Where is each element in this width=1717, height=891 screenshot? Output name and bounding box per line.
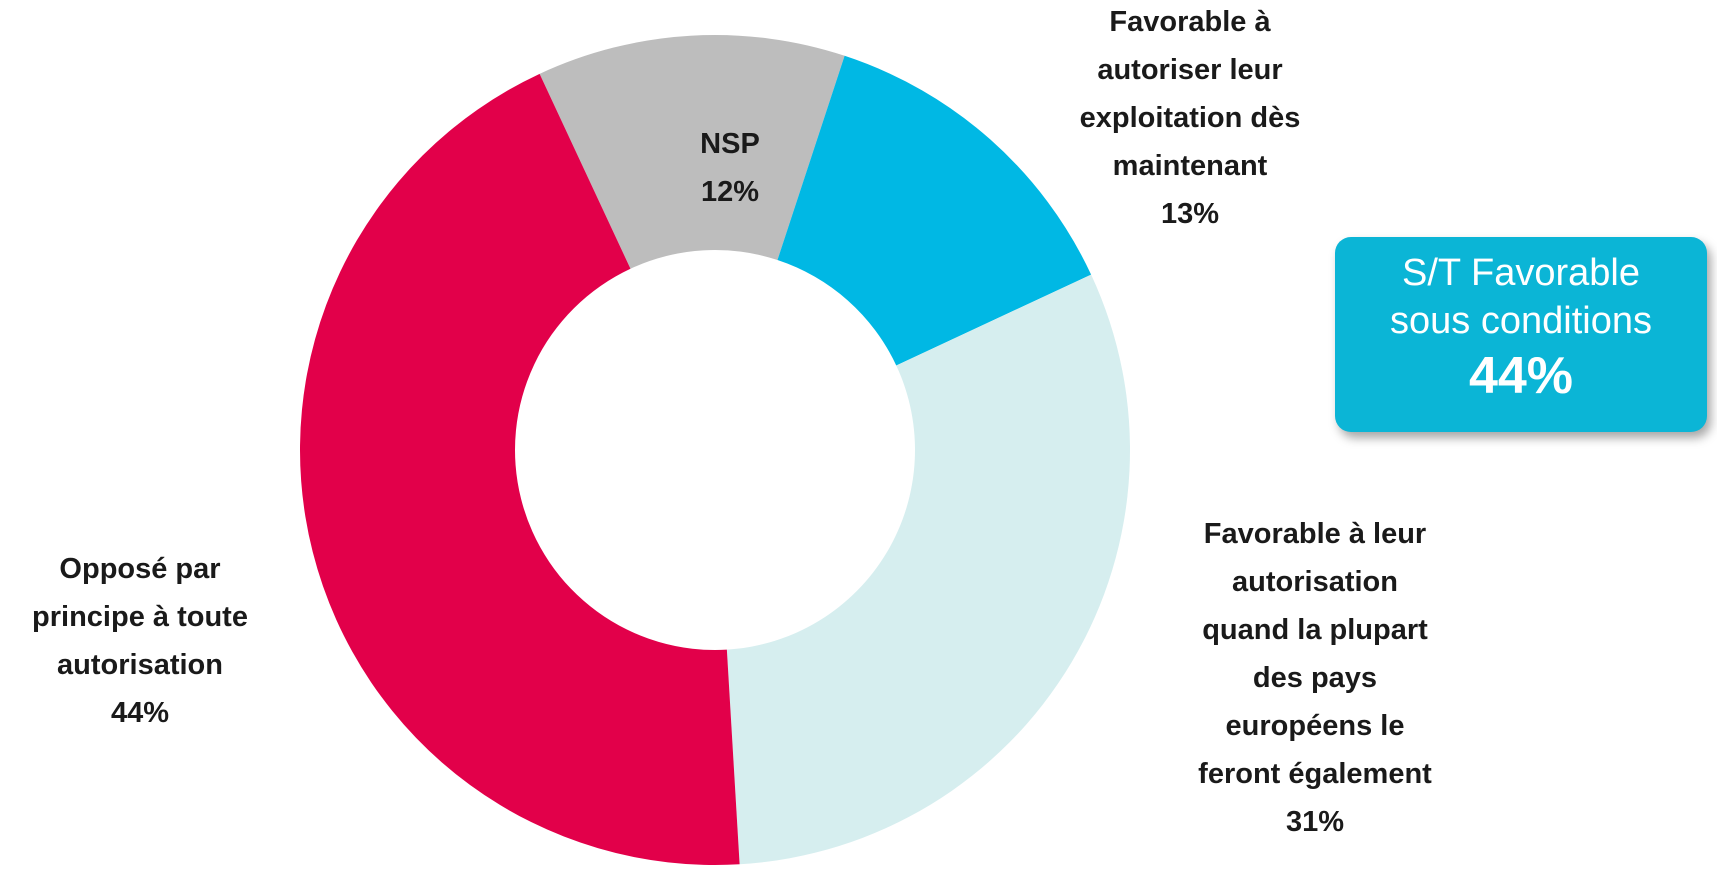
slice-label-oppose-name-0: Opposé par [59, 553, 221, 585]
slice-label-favorable-eu-name-1: autorisation [1232, 566, 1398, 598]
slice-label-favorable-eu-value: 31% [1285, 806, 1345, 838]
slice-label-favorable-eu: Favorable à leur autorisation quand la p… [1155, 510, 1475, 846]
slice-label-favorable-eu-name-4: européens le [1225, 710, 1405, 742]
slice-label-favorable-now-value: 13% [1160, 198, 1220, 230]
slice-label-nsp-value: 12% [700, 176, 760, 208]
donut-slices [299, 34, 1130, 866]
slice-label-oppose-name-1: principe à toute [32, 601, 248, 633]
slice-label-favorable-now-name-2: exploitation dès [1079, 102, 1301, 134]
slice-label-oppose-value: 44% [110, 697, 170, 729]
slice-label-oppose: Opposé par principe à toute autorisation… [0, 545, 280, 737]
callout-box: S/T Favorable sous conditions 44% [1335, 237, 1707, 432]
slice-label-favorable-eu-name-0: Favorable à leur [1203, 518, 1427, 550]
slice-label-favorable-eu-name-2: quand la plupart [1202, 614, 1428, 646]
slice-label-favorable-now-name-3: maintenant [1112, 150, 1268, 182]
slice-label-oppose-name-2: autorisation [57, 649, 223, 681]
slice-label-favorable-now: Favorable à autoriser leur exploitation … [1050, 0, 1330, 238]
donut-slice-3 [299, 73, 740, 866]
callout-line-1: S/T Favorable [1402, 252, 1640, 294]
slice-label-nsp-name-0: NSP [700, 128, 760, 160]
donut-slice-1 [777, 55, 1092, 366]
slice-label-favorable-now-name-1: autoriser leur [1097, 54, 1283, 86]
donut-slice-2 [726, 274, 1130, 865]
donut-slice-0 [539, 34, 845, 269]
slice-label-favorable-eu-name-5: feront également [1198, 758, 1432, 790]
callout-line-2: sous conditions [1390, 300, 1652, 342]
slice-label-nsp: NSP 12% [640, 120, 820, 216]
slice-label-favorable-eu-name-3: des pays [1252, 662, 1378, 694]
callout-value: 44% [1468, 347, 1574, 405]
slice-label-favorable-now-name-0: Favorable à [1109, 6, 1271, 38]
